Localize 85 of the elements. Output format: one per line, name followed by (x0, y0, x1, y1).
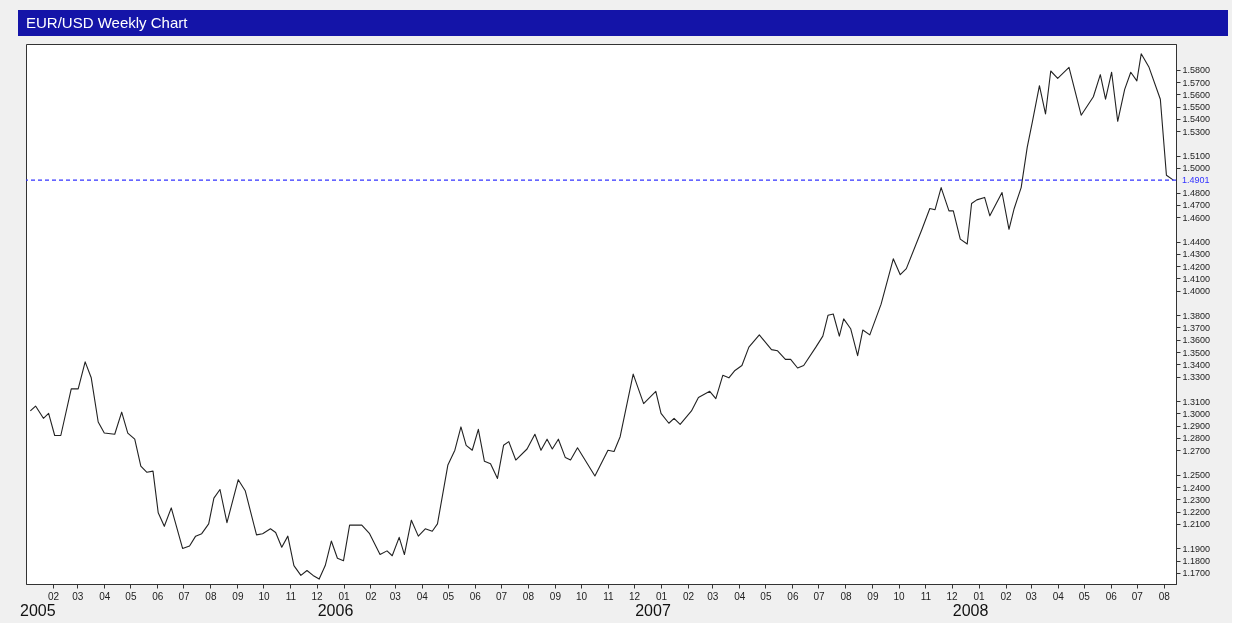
x-tick-label: 12 (946, 590, 959, 602)
x-tick-label: 03 (389, 590, 402, 602)
line-series (29, 53, 1174, 580)
y-tick-label: 1.5100 (1182, 151, 1211, 162)
x-tick-label: 11 (285, 590, 297, 602)
x-tick-label: 03 (1025, 590, 1038, 602)
x-tick-label: 09 (232, 590, 244, 602)
y-tick-label: 1.5500 (1182, 102, 1211, 113)
x-tick-label: 07 (495, 590, 508, 602)
y-tick-label: 1.3800 (1182, 310, 1211, 321)
y-tick-label: 1.3400 (1182, 359, 1211, 370)
y-tick-label: 1.5700 (1182, 77, 1211, 88)
x-tick-label: 04 (99, 590, 111, 602)
x-tick-label: 11 (920, 590, 932, 602)
x-tick-label: 08 (205, 590, 217, 602)
y-tick-label: 1.5300 (1182, 126, 1211, 137)
x-tick-label: 01 (655, 590, 668, 602)
x-tick-label: 09 (867, 590, 879, 602)
y-tick-label: 1.4200 (1182, 261, 1211, 272)
x-tick-label: 07 (1131, 590, 1144, 602)
y-tick-label: 1.2300 (1182, 494, 1211, 505)
text: 2006 (317, 602, 354, 619)
y-tick-label: 1.3500 (1182, 347, 1211, 358)
x-tick-label: 05 (760, 590, 772, 602)
y-tick-label: 1.5800 (1182, 65, 1211, 76)
y-tick-label: 1.2100 (1182, 519, 1211, 530)
x-tick-label: 05 (442, 590, 455, 602)
x-tick-label: 07 (178, 590, 190, 602)
x-tick-label: 10 (258, 590, 270, 602)
x-tick-label: 07 (813, 590, 825, 602)
y-tick-label: 1.5600 (1182, 89, 1211, 100)
y-tick-label: 1.2700 (1182, 445, 1211, 456)
y-tick-label: 1.4600 (1182, 212, 1211, 223)
y-tick-label: 1.2200 (1182, 507, 1211, 518)
x-tick-label: 02 (682, 590, 695, 602)
y-tick-label: 1.3300 (1182, 372, 1211, 383)
x-tick-label: 06 (1105, 590, 1118, 602)
x-tick-label: 08 (840, 590, 852, 602)
y-tick-label: 1.4400 (1182, 237, 1211, 248)
x-tick-label: 09 (549, 590, 562, 602)
x-tick-label: 08 (522, 590, 535, 602)
y-tick-label: 1.2800 (1182, 433, 1211, 444)
x-tick-label: 05 (125, 590, 137, 602)
y-tick-label: 1.1700 (1182, 568, 1211, 579)
y-tick-label: 1.5400 (1182, 114, 1211, 125)
x-tick-label: 03 (707, 590, 719, 602)
y-tick-label: 1.1800 (1182, 556, 1211, 567)
x-tick-label: 06 (787, 590, 799, 602)
y-tick-label: 1.5000 (1182, 163, 1211, 174)
ref-line-label: 1.4901 (1182, 175, 1210, 186)
x-tick-label: 08 (1158, 590, 1171, 602)
y-tick-label: 1.3600 (1182, 335, 1211, 346)
y-tick-label: 1.3700 (1182, 323, 1211, 333)
x-tick-label: 12 (628, 590, 641, 602)
x-tick-label: 06 (152, 590, 164, 602)
text: 2008 (952, 602, 989, 619)
x-tick-label: 01 (338, 590, 351, 602)
x-tick-label: 05 (1078, 590, 1091, 602)
text: 2005 (20, 602, 56, 619)
x-tick-label: 10 (575, 590, 588, 602)
y-tick-label: 1.4700 (1182, 200, 1211, 211)
x-tick-label: 04 (416, 590, 429, 602)
x-tick-label: 11 (603, 590, 615, 602)
x-tick-label: 03 (72, 590, 84, 602)
x-tick-label: 02 (365, 590, 377, 602)
x-tick-label: 12 (311, 590, 324, 602)
y-tick-label: 1.2900 (1182, 421, 1211, 432)
y-tick-label: 1.4000 (1182, 286, 1211, 297)
x-tick-label: 02 (1000, 590, 1012, 602)
y-tick-label: 1.3100 (1182, 396, 1211, 407)
y-tick-label: 1.4800 (1182, 188, 1211, 198)
x-tick-label: 10 (893, 590, 905, 602)
x-tick-label: 06 (469, 590, 482, 602)
y-tick-label: 1.2400 (1182, 482, 1211, 493)
chart-title: EUR/USD Weekly Chart (26, 14, 189, 31)
x-tick-label: 02 (47, 590, 60, 602)
x-tick-label: 01 (973, 590, 986, 602)
y-tick-label: 1.1900 (1182, 543, 1211, 554)
x-tick-label: 04 (734, 590, 746, 602)
y-tick-label: 1.3000 (1182, 408, 1211, 419)
y-tick-label: 1.4300 (1182, 249, 1211, 260)
y-tick-label: 1.4100 (1182, 273, 1211, 284)
x-tick-label: 04 (1052, 590, 1065, 602)
text: 2007 (635, 602, 671, 619)
y-tick-label: 1.2500 (1182, 470, 1211, 481)
